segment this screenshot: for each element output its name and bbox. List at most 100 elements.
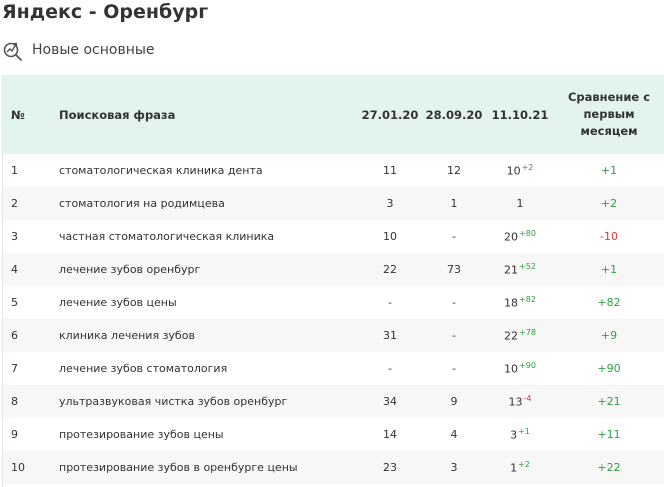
position-date3: 18+82 (487, 286, 553, 319)
compare-first-month: +2 (600, 197, 618, 211)
compare-first-month: +9 (600, 329, 618, 343)
position-date3: 21+52 (487, 253, 553, 286)
position-change: +90 (519, 360, 536, 370)
row-number: 4 (11, 263, 18, 277)
position-date3: 10+90 (487, 352, 553, 385)
position-date1: 10 (383, 229, 397, 243)
positions-table: № Поисковая фраза 27.01.20 28.09.20 11.1… (3, 75, 664, 484)
position-date2: - (452, 229, 456, 243)
position-change: +1 (518, 426, 530, 436)
compare-first-month: +1 (600, 263, 618, 277)
position-date2: 12 (447, 163, 461, 177)
position-change: +52 (519, 262, 536, 272)
position-date2: - (452, 295, 456, 309)
position-date1: 11 (383, 163, 397, 177)
position-date3: 13-4 (487, 385, 553, 418)
table-row: 5 лечение зубов цены - -18+82 +82 (3, 286, 664, 319)
search-trend-icon (3, 42, 22, 61)
column-header-date3: 11.10.21 (491, 107, 549, 122)
row-number: 1 (11, 163, 18, 177)
position-date2: 73 (447, 263, 461, 277)
row-number: 8 (11, 395, 18, 409)
position-date3: 20+80 (487, 220, 553, 253)
search-phrase: протезирование зубов в оренбурге цены (59, 461, 298, 475)
position-date2: 9 (450, 395, 458, 409)
table-row: 2 стоматология на родимцева 3 1 1 +2 (3, 187, 664, 220)
table-row: 1 стоматологическая клиника дента 11 12 10+2… (3, 154, 664, 187)
table-row: 3 частная стоматологическая клиника 10 - 20+… (3, 220, 664, 253)
search-phrase: протезирование зубов цены (59, 427, 224, 441)
position-date1: - (388, 361, 392, 375)
position-date3: 1+2 (487, 451, 553, 484)
position-date1: 23 (383, 461, 397, 475)
search-phrase: лечение зубов цены (59, 295, 177, 309)
search-phrase: лечение зубов стоматология (59, 361, 228, 375)
compare-first-month: +21 (597, 395, 621, 409)
position-date2: - (452, 361, 456, 375)
position-date3: 10+2 (487, 154, 553, 187)
position-value: 1 (510, 462, 518, 476)
position-date3: 22+78 (487, 319, 553, 352)
table-row: 7 лечение зубов стоматология - -10+90 +90 (3, 352, 664, 385)
position-date1: 22 (383, 263, 397, 277)
position-date1: 34 (383, 395, 397, 409)
table-row: 10 протезирование зубов в оренбурге цены 2… (3, 451, 664, 484)
position-date2: 1 (450, 197, 458, 211)
position-value: 3 (510, 428, 518, 442)
position-date1: - (388, 295, 392, 309)
compare-first-month: +1 (600, 163, 618, 177)
position-date2: 4 (450, 427, 458, 441)
compare-first-month: +11 (597, 427, 621, 441)
table-row: 9 протезирование зубов цены 14 4 3+1 +11 (3, 418, 664, 451)
search-phrase: ультразвуковая чистка зубов оренбург (59, 395, 288, 409)
position-value: 20 (504, 230, 519, 244)
search-phrase: частная стоматологическая клиника (59, 229, 275, 243)
column-header-compare-line2: первым (583, 107, 635, 121)
position-date1: 31 (383, 329, 397, 343)
compare-first-month: +22 (597, 461, 621, 475)
table-row: 6 клиника лечения зубов 31 - 22+78 +9 (3, 319, 664, 352)
position-value: 13 (508, 396, 523, 410)
column-header-compare: Сравнение с первым месяцем (553, 75, 664, 154)
position-change: +82 (519, 294, 536, 304)
position-change: +2 (518, 460, 530, 470)
position-value: 22 (504, 330, 519, 344)
position-change: +80 (519, 228, 536, 238)
position-change: +78 (519, 328, 536, 338)
compare-first-month: +90 (597, 361, 621, 375)
section-header: Новые основные (2, 38, 155, 62)
position-value: 10 (506, 164, 521, 178)
row-number: 6 (11, 329, 18, 343)
position-value: 18 (504, 296, 519, 310)
positions-table-container: № Поисковая фраза 27.01.20 28.09.20 11.1… (2, 75, 664, 487)
compare-first-month: +82 (597, 295, 621, 309)
position-date3: 3+1 (487, 418, 553, 451)
page-title: Яндекс - Оренбург (2, 1, 209, 23)
position-value: 21 (504, 264, 519, 278)
position-change: +2 (521, 162, 534, 172)
row-number: 9 (11, 427, 18, 441)
position-date3: 1 (487, 187, 553, 220)
position-change: -4 (523, 394, 532, 404)
position-date2: 3 (450, 461, 458, 475)
table-header-row: № Поисковая фраза 27.01.20 28.09.20 11.1… (3, 75, 664, 154)
compare-first-month: -10 (600, 229, 618, 243)
column-header-compare-line3: месяцем (580, 124, 638, 138)
search-phrase: стоматология на родимцева (59, 197, 225, 211)
column-header-date2: 28.09.20 (425, 107, 483, 122)
row-number: 3 (11, 229, 18, 243)
position-date1: 14 (383, 427, 397, 441)
column-header-phrase: Поисковая фраза (59, 107, 176, 122)
column-header-compare-line1: Сравнение с (567, 90, 651, 104)
table-row: 8 ультразвуковая чистка зубов оренбург 34 9… (3, 385, 664, 418)
search-phrase: лечение зубов оренбург (59, 263, 201, 277)
column-header-date1: 27.01.20 (361, 107, 419, 122)
column-header-num: № (11, 107, 25, 122)
position-value: 1 (516, 197, 524, 211)
row-number: 10 (11, 461, 25, 475)
position-date1: 3 (386, 197, 394, 211)
position-date2: - (452, 329, 456, 343)
row-number: 2 (11, 197, 18, 211)
position-value: 10 (504, 362, 519, 376)
row-number: 7 (11, 361, 18, 375)
